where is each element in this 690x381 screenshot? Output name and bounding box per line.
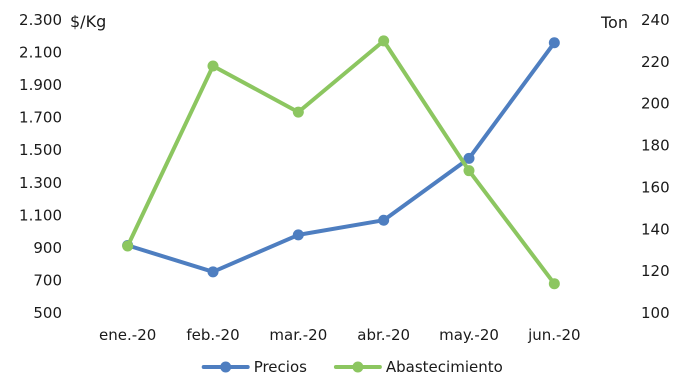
left-axis-unit-label: $/Kg [70, 12, 106, 31]
data-point [549, 278, 560, 289]
left-axis-tick-label: 1.900 [19, 76, 62, 94]
right-axis-unit-label: Ton [600, 13, 628, 32]
data-point [293, 107, 304, 118]
data-point [293, 229, 304, 240]
left-axis-tick-label: 700 [33, 271, 62, 289]
x-axis-tick-label: abr.-20 [357, 326, 410, 344]
left-axis-tick-label: 2.100 [19, 44, 62, 62]
left-axis-tick-label: 1.500 [19, 141, 62, 159]
right-axis-tick-label: 100 [641, 304, 670, 322]
x-axis-tick-label: feb.-20 [186, 326, 239, 344]
right-axis-ticks: 100 120 140 160 180 200 220 240 [641, 11, 670, 322]
right-axis-tick-label: 120 [641, 262, 670, 280]
legend-swatch-marker [352, 362, 363, 373]
series-precios [122, 37, 560, 277]
right-axis-tick-label: 140 [641, 220, 670, 238]
series-layer [122, 35, 560, 289]
data-point [208, 61, 219, 72]
legend: Precios Abastecimiento [204, 358, 503, 376]
right-axis-tick-label: 160 [641, 178, 670, 196]
left-axis-tick-label: 1.100 [19, 206, 62, 224]
series-line [128, 41, 555, 284]
data-point [378, 215, 389, 226]
data-point [208, 266, 219, 277]
legend-label: Abastecimiento [386, 358, 503, 376]
x-axis-ticks: ene.-20 feb.-20 mar.-20 abr.-20 may.-20 jun.-… [99, 326, 581, 344]
legend-label: Precios [254, 358, 307, 376]
x-axis-tick-label: jun.-20 [527, 326, 580, 344]
data-point [549, 37, 560, 48]
series-abastecimiento [122, 35, 560, 289]
legend-item-precios: Precios [204, 358, 307, 376]
right-axis-tick-label: 220 [641, 53, 670, 71]
x-axis-tick-label: may.-20 [439, 326, 499, 344]
left-axis-tick-label: 1.700 [19, 109, 62, 127]
left-axis-tick-label: 900 [33, 239, 62, 257]
right-axis-tick-label: 180 [641, 137, 670, 155]
data-point [122, 241, 133, 252]
right-axis-tick-label: 200 [641, 95, 670, 113]
legend-item-abastecimiento: Abastecimiento [336, 358, 503, 376]
x-axis-tick-label: mar.-20 [269, 326, 327, 344]
data-point [378, 35, 389, 46]
left-axis-tick-label: 500 [33, 304, 62, 322]
x-axis-tick-label: ene.-20 [99, 326, 156, 344]
data-point [464, 165, 475, 176]
right-axis-tick-label: 240 [641, 11, 670, 29]
left-axis-tick-label: 1.300 [19, 174, 62, 192]
left-axis-tick-label: 2.300 [19, 11, 62, 29]
legend-swatch-marker [220, 362, 231, 373]
left-axis-ticks: 500 700 900 1.100 1.300 1.500 1.700 1.900 2.100 2… [19, 11, 62, 322]
